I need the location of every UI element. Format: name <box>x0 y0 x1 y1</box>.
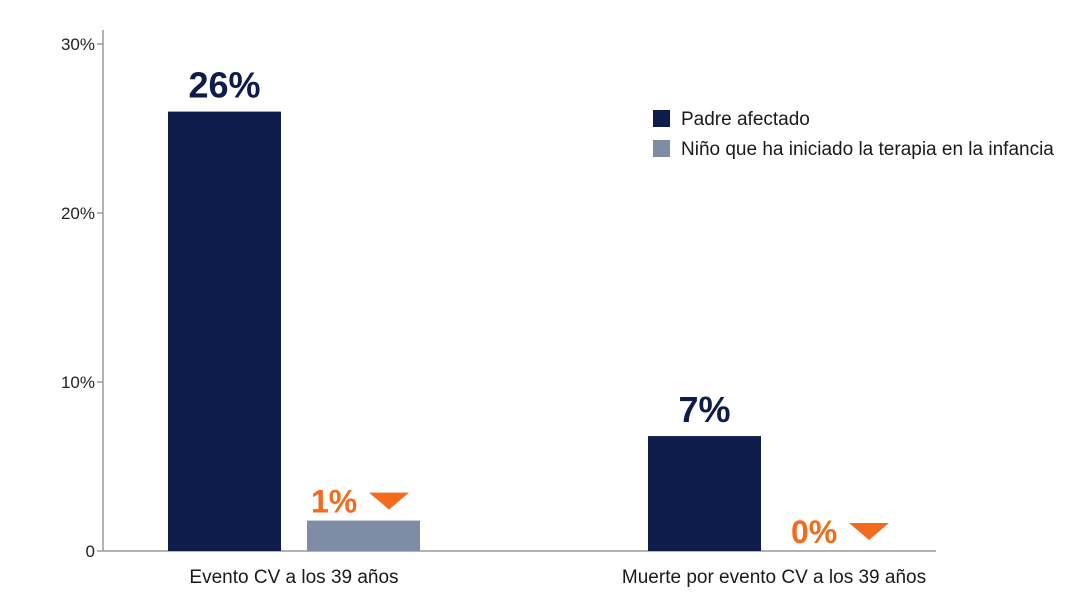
y-tick-label: 10% <box>61 373 95 392</box>
data-label: 26% <box>188 65 260 106</box>
legend-swatch <box>653 110 670 127</box>
bar-padre-1 <box>168 111 281 551</box>
data-label: 0% <box>791 514 837 550</box>
data-label: 1% <box>311 484 357 520</box>
x-axis-categories: Evento CV a los 39 años Muerte por evento… <box>189 567 926 588</box>
legend-label: Niño que ha iniciado la terapia en la in… <box>681 139 1054 160</box>
y-tick-label: 30% <box>61 35 95 54</box>
data-label: 7% <box>678 389 730 430</box>
bar-nino-1 <box>307 520 420 551</box>
decrease-arrow-icon <box>369 492 409 510</box>
legend-label: Padre afectado <box>681 109 810 130</box>
legend-swatch <box>653 140 670 157</box>
bars-group: 26% 7% 1% 0% <box>168 65 889 551</box>
legend: Padre afectado Niño que ha iniciado la te… <box>653 109 1054 160</box>
x-axis-category-label: Muerte por evento CV a los 39 años <box>622 567 926 588</box>
bar-padre-2 <box>648 436 761 551</box>
y-tick-label: 0 <box>86 542 95 561</box>
decrease-arrow-icon <box>849 523 889 540</box>
y-axis-ticks: 0 10% 20% 30% <box>61 35 103 561</box>
x-axis-category-label: Evento CV a los 39 años <box>189 567 398 588</box>
y-tick-label: 20% <box>61 204 95 223</box>
